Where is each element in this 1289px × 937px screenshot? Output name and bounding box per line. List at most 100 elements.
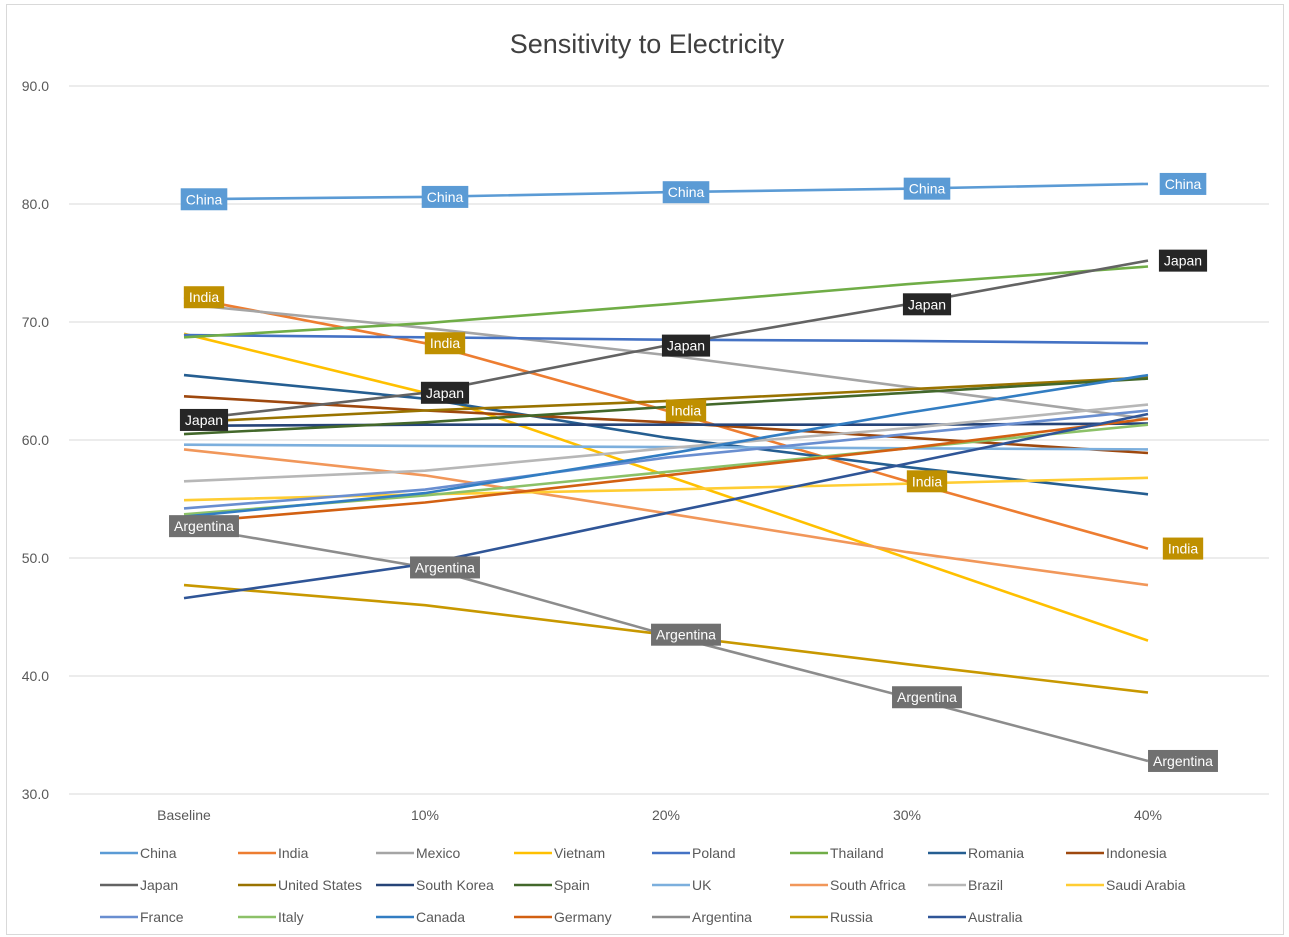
svg-text:Thailand: Thailand xyxy=(830,845,884,861)
svg-text:Argentina: Argentina xyxy=(415,559,475,575)
x-tick-label: 10% xyxy=(411,807,439,823)
x-tick-label: Baseline xyxy=(157,807,211,823)
series-line-brazil xyxy=(183,403,1149,483)
data-label-china: China xyxy=(180,188,228,211)
legend-item-indonesia: Indonesia xyxy=(1066,845,1167,861)
data-label-argentina: Argentina xyxy=(892,686,962,709)
data-label-japan: Japan xyxy=(1158,249,1208,272)
svg-text:Vietnam: Vietnam xyxy=(554,845,605,861)
data-label-japan: Japan xyxy=(902,293,952,316)
legend-item-romania: Romania xyxy=(928,845,1024,861)
data-label-china: China xyxy=(903,177,951,200)
data-label-japan: Japan xyxy=(420,381,470,404)
svg-text:India: India xyxy=(430,335,461,351)
svg-text:China: China xyxy=(186,191,223,207)
svg-text:Japan: Japan xyxy=(1164,253,1202,269)
legend-item-united-states: United States xyxy=(238,877,362,893)
data-label-india: India xyxy=(183,286,225,309)
svg-text:China: China xyxy=(140,845,177,861)
svg-text:Japan: Japan xyxy=(140,877,178,893)
svg-text:Argentina: Argentina xyxy=(656,627,716,643)
data-label-china: China xyxy=(1159,172,1207,195)
line-chart: Sensitivity to Electricity 30.0 40.0 50.0 6… xyxy=(22,29,1269,925)
svg-text:China: China xyxy=(1165,176,1202,192)
svg-text:UK: UK xyxy=(692,877,712,893)
svg-text:Mexico: Mexico xyxy=(416,845,461,861)
legend-item-canada: Canada xyxy=(376,909,465,925)
svg-text:Australia: Australia xyxy=(968,909,1023,925)
data-label-india: India xyxy=(424,332,466,355)
legend-item-china: China xyxy=(100,845,177,861)
legend-item-south-africa: South Africa xyxy=(790,877,906,893)
svg-text:Indonesia: Indonesia xyxy=(1106,845,1167,861)
x-tick-label: 20% xyxy=(652,807,680,823)
series-line-france xyxy=(183,409,1149,510)
svg-text:Poland: Poland xyxy=(692,845,736,861)
x-axis: Baseline 10% 20% 30% 40% xyxy=(157,807,1162,823)
legend-item-uk: UK xyxy=(652,877,712,893)
series-line-thailand xyxy=(183,265,1149,339)
legend-item-south-korea: South Korea xyxy=(376,877,494,893)
chart-title: Sensitivity to Electricity xyxy=(510,29,785,59)
svg-text:Canada: Canada xyxy=(416,909,465,925)
svg-text:India: India xyxy=(671,403,702,419)
y-tick-label: 90.0 xyxy=(22,78,49,94)
svg-text:France: France xyxy=(140,909,184,925)
data-label-argentina: Argentina xyxy=(651,623,721,646)
data-label-india: India xyxy=(1162,537,1204,560)
data-label-china: China xyxy=(662,181,710,204)
legend-item-france: France xyxy=(100,909,184,925)
data-label-argentina: Argentina xyxy=(1148,749,1218,772)
series-line-south-africa xyxy=(183,448,1149,587)
legend-item-india: India xyxy=(238,845,309,861)
svg-text:South Korea: South Korea xyxy=(416,877,494,893)
data-label-china: China xyxy=(421,185,469,208)
legend: China India Mexico Vietnam Poland Thailand Rom… xyxy=(100,845,1186,925)
y-tick-label: 50.0 xyxy=(22,550,49,566)
legend-item-germany: Germany xyxy=(514,909,612,925)
svg-text:Romania: Romania xyxy=(968,845,1024,861)
data-labels: China China China China China India India India… xyxy=(169,172,1218,772)
series-line-australia xyxy=(183,412,1149,600)
legend-item-thailand: Thailand xyxy=(790,845,884,861)
svg-text:Saudi Arabia: Saudi Arabia xyxy=(1106,877,1186,893)
svg-text:Japan: Japan xyxy=(667,338,705,354)
svg-text:South Africa: South Africa xyxy=(830,877,906,893)
svg-text:China: China xyxy=(427,189,464,205)
legend-item-australia: Australia xyxy=(928,909,1023,925)
legend-item-poland: Poland xyxy=(652,845,736,861)
y-tick-label: 30.0 xyxy=(22,786,49,802)
y-axis: 30.0 40.0 50.0 60.0 70.0 80.0 90.0 xyxy=(22,78,49,802)
data-label-japan: Japan xyxy=(179,408,229,431)
legend-item-japan: Japan xyxy=(100,877,178,893)
legend-item-spain: Spain xyxy=(514,877,590,893)
svg-text:Japan: Japan xyxy=(185,412,223,428)
data-label-argentina: Argentina xyxy=(169,515,239,538)
series-line-canada xyxy=(183,373,1149,518)
data-label-argentina: Argentina xyxy=(410,556,480,579)
svg-text:Japan: Japan xyxy=(908,296,946,312)
series-line-romania xyxy=(183,373,1149,496)
y-tick-label: 40.0 xyxy=(22,668,49,684)
svg-text:Japan: Japan xyxy=(426,385,464,401)
y-tick-label: 80.0 xyxy=(22,196,49,212)
svg-text:India: India xyxy=(278,845,309,861)
svg-text:India: India xyxy=(1168,541,1199,557)
chart-area: Sensitivity to Electricity 30.0 40.0 50.0 6… xyxy=(6,4,1284,935)
legend-item-italy: Italy xyxy=(238,909,304,925)
svg-text:Argentina: Argentina xyxy=(174,518,234,534)
y-tick-label: 70.0 xyxy=(22,314,49,330)
series-line-vietnam xyxy=(183,332,1149,642)
legend-item-vietnam: Vietnam xyxy=(514,845,605,861)
svg-text:Argentina: Argentina xyxy=(692,909,752,925)
data-label-japan: Japan xyxy=(661,334,711,357)
legend-item-saudi-arabia: Saudi Arabia xyxy=(1066,877,1186,893)
data-label-india: India xyxy=(906,470,948,493)
legend-item-russia: Russia xyxy=(790,909,873,925)
series-lines xyxy=(183,182,1149,763)
y-tick-label: 60.0 xyxy=(22,432,49,448)
svg-text:China: China xyxy=(668,184,705,200)
svg-text:Brazil: Brazil xyxy=(968,877,1003,893)
series-line-germany xyxy=(183,417,1149,524)
svg-text:Spain: Spain xyxy=(554,877,590,893)
